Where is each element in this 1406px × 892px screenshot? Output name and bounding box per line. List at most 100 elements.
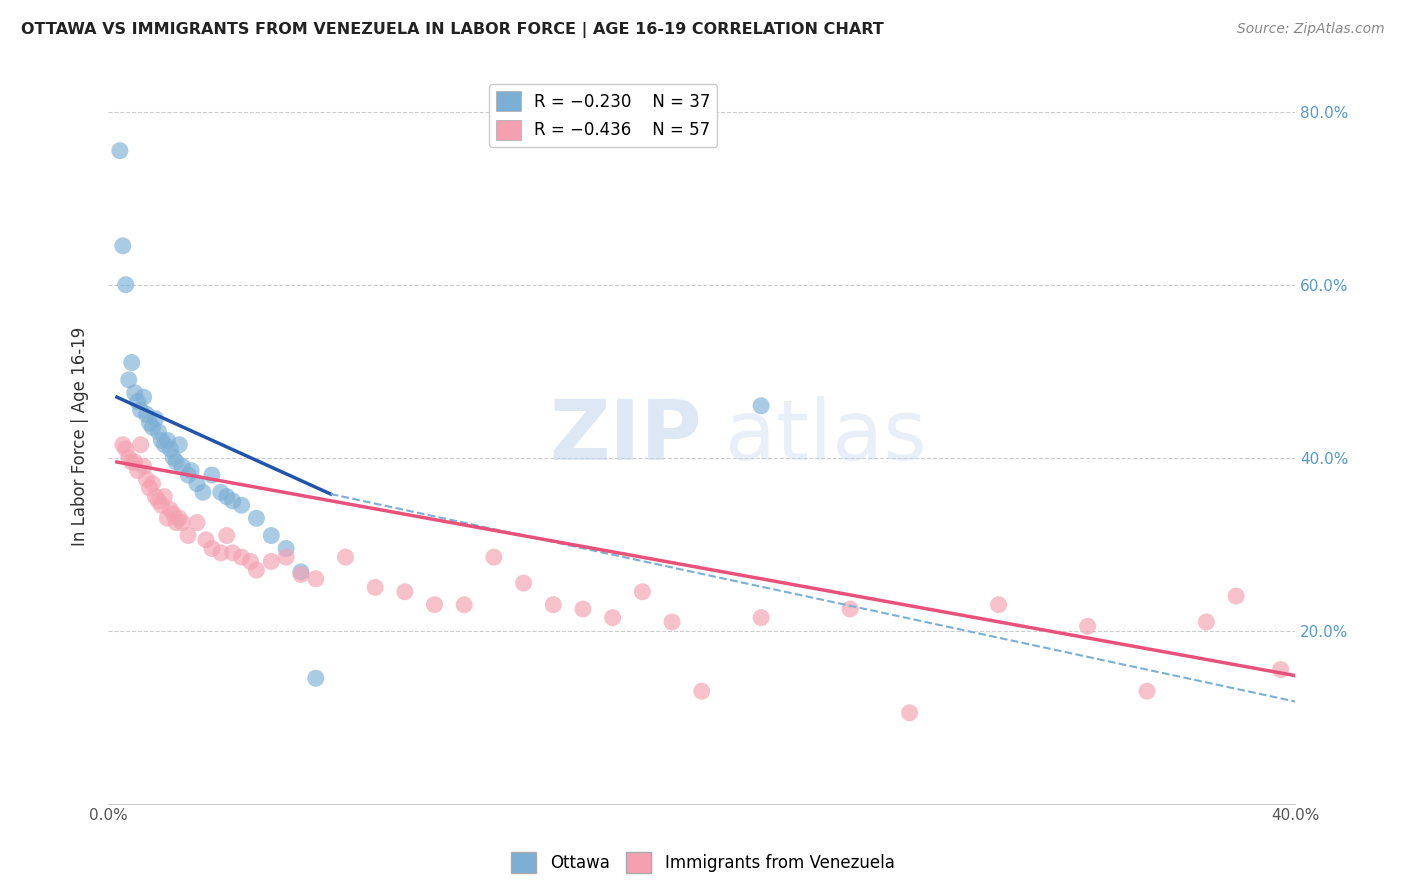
Point	[749, 610, 772, 624]
Point	[245, 563, 267, 577]
Point	[201, 541, 224, 556]
Point	[180, 464, 202, 478]
Point	[274, 541, 297, 556]
Point	[138, 481, 160, 495]
Point	[172, 516, 194, 530]
Point	[221, 546, 243, 560]
Point	[129, 438, 152, 452]
Point	[290, 565, 312, 579]
Point	[453, 598, 475, 612]
Point	[186, 476, 208, 491]
Point	[191, 485, 214, 500]
Point	[148, 494, 170, 508]
Point	[150, 434, 173, 448]
Point	[690, 684, 713, 698]
Point	[162, 450, 184, 465]
Point	[1077, 619, 1099, 633]
Point	[661, 615, 683, 629]
Point	[162, 507, 184, 521]
Point	[631, 584, 654, 599]
Text: Source: ZipAtlas.com: Source: ZipAtlas.com	[1237, 22, 1385, 37]
Point	[898, 706, 921, 720]
Point	[159, 442, 181, 456]
Point	[201, 467, 224, 482]
Point	[839, 602, 862, 616]
Point	[132, 459, 155, 474]
Legend: R = −0.230    N = 37, R = −0.436    N = 57: R = −0.230 N = 37, R = −0.436 N = 57	[489, 84, 717, 146]
Point	[141, 476, 163, 491]
Point	[987, 598, 1010, 612]
Point	[194, 533, 217, 547]
Point	[186, 516, 208, 530]
Point	[124, 385, 146, 400]
Point	[150, 498, 173, 512]
Text: OTTAWA VS IMMIGRANTS FROM VENEZUELA IN LABOR FORCE | AGE 16-19 CORRELATION CHART: OTTAWA VS IMMIGRANTS FROM VENEZUELA IN L…	[21, 22, 884, 38]
Point	[209, 546, 232, 560]
Point	[135, 472, 157, 486]
Point	[159, 502, 181, 516]
Point	[1270, 663, 1292, 677]
Point	[1136, 684, 1159, 698]
Point	[290, 567, 312, 582]
Point	[231, 498, 253, 512]
Point	[749, 399, 772, 413]
Point	[245, 511, 267, 525]
Point	[167, 511, 190, 525]
Point	[167, 438, 190, 452]
Point	[482, 550, 505, 565]
Point	[127, 464, 149, 478]
Point	[335, 550, 357, 565]
Point	[124, 455, 146, 469]
Point	[305, 671, 328, 685]
Legend: Ottawa, Immigrants from Venezuela: Ottawa, Immigrants from Venezuela	[505, 846, 901, 880]
Point	[153, 490, 176, 504]
Point	[231, 550, 253, 565]
Text: atlas: atlas	[725, 395, 927, 476]
Point	[138, 416, 160, 430]
Point	[165, 455, 187, 469]
Point	[148, 425, 170, 439]
Point	[135, 408, 157, 422]
Point	[512, 576, 534, 591]
Point	[156, 511, 179, 525]
Point	[423, 598, 446, 612]
Point	[1225, 589, 1247, 603]
Point	[121, 355, 143, 369]
Point	[127, 394, 149, 409]
Point	[260, 554, 283, 568]
Y-axis label: In Labor Force | Age 16-19: In Labor Force | Age 16-19	[72, 326, 89, 546]
Point	[1195, 615, 1218, 629]
Point	[118, 373, 141, 387]
Point	[145, 490, 167, 504]
Point	[165, 516, 187, 530]
Point	[215, 490, 238, 504]
Point	[221, 494, 243, 508]
Point	[111, 239, 134, 253]
Point	[111, 438, 134, 452]
Point	[145, 411, 167, 425]
Point	[156, 434, 179, 448]
Point	[114, 277, 136, 292]
Point	[602, 610, 624, 624]
Point	[305, 572, 328, 586]
Point	[177, 528, 200, 542]
Point	[132, 390, 155, 404]
Point	[118, 450, 141, 465]
Point	[274, 550, 297, 565]
Point	[177, 467, 200, 482]
Point	[108, 144, 131, 158]
Text: ZIP: ZIP	[550, 395, 702, 476]
Point	[114, 442, 136, 456]
Point	[260, 528, 283, 542]
Point	[209, 485, 232, 500]
Point	[129, 403, 152, 417]
Point	[153, 438, 176, 452]
Point	[572, 602, 595, 616]
Point	[121, 455, 143, 469]
Point	[215, 528, 238, 542]
Point	[172, 459, 194, 474]
Point	[141, 420, 163, 434]
Point	[364, 581, 387, 595]
Point	[394, 584, 416, 599]
Point	[239, 554, 262, 568]
